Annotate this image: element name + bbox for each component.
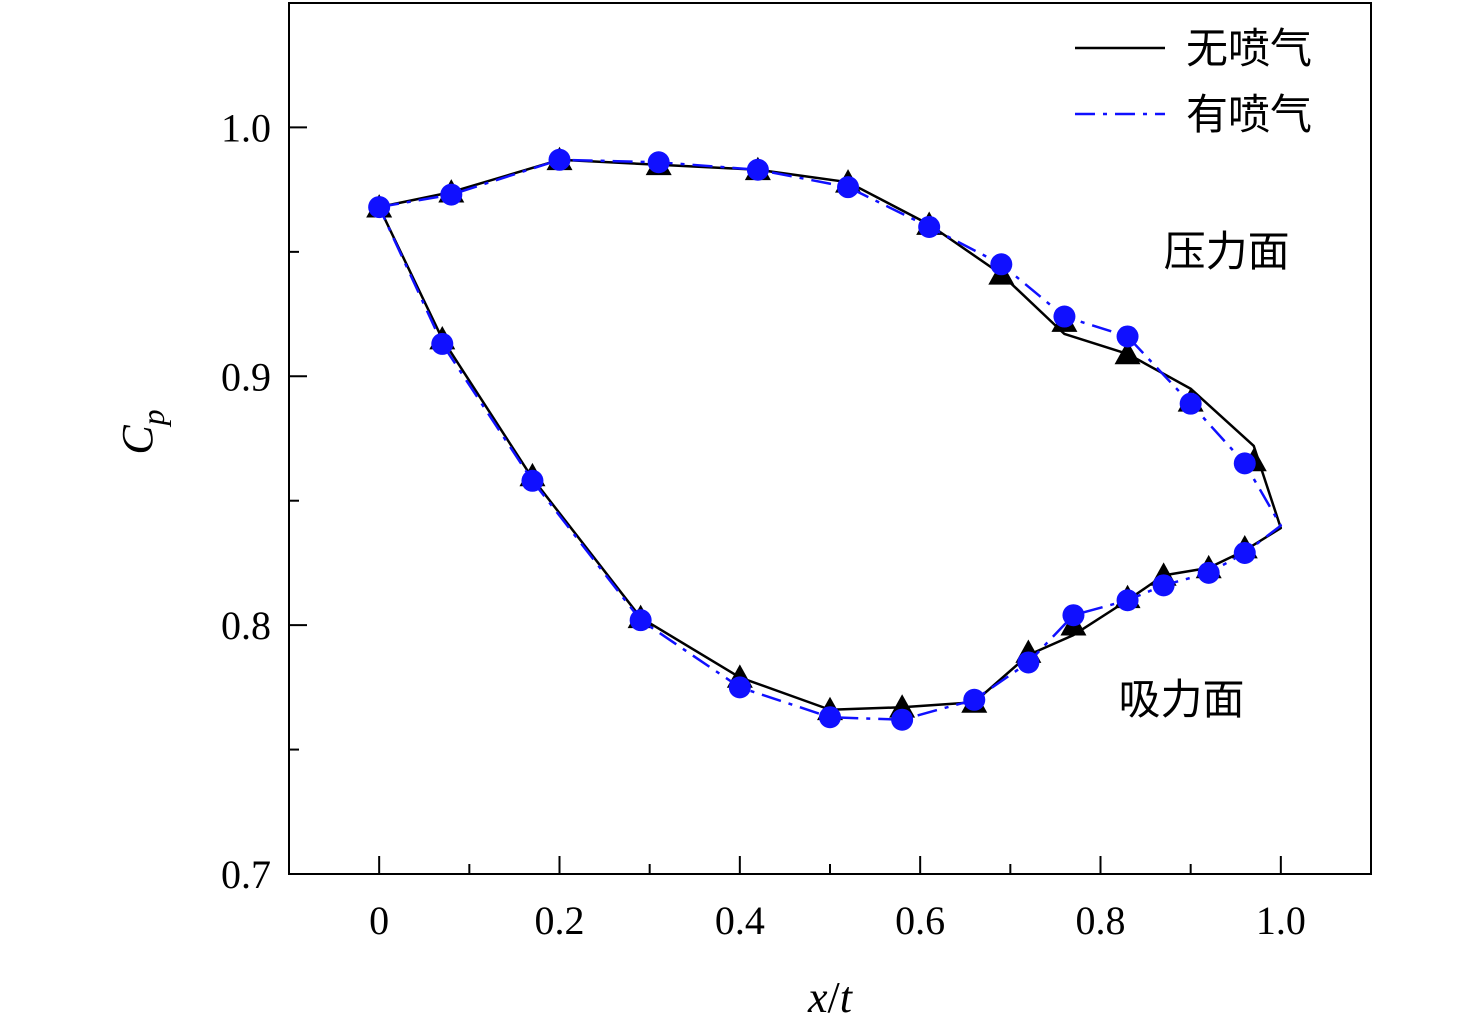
y-tick-label: 1.0 [221, 105, 271, 150]
legend-label: 无喷气 [1186, 24, 1312, 73]
circle-marker [891, 708, 914, 731]
y-tick-label: 0.9 [221, 354, 271, 399]
circle-marker [521, 469, 544, 492]
circle-marker [1152, 574, 1175, 597]
x-tick-label: 0 [369, 898, 389, 943]
axis-tick-labels: 0 0.2 0.4 0.6 0.8 1.0 0.7 0.8 0.9 1.0 [221, 105, 1306, 943]
circle-marker [728, 676, 751, 699]
legend-label: 有喷气 [1186, 90, 1312, 139]
y-axis-title: Cp [113, 409, 171, 454]
series-2 [368, 148, 1283, 731]
circle-marker [1179, 392, 1202, 415]
circle-marker [963, 688, 986, 711]
circle-marker [629, 609, 652, 632]
y-tick-label: 0.8 [221, 603, 271, 648]
circle-marker [1053, 305, 1076, 328]
circle-marker [1116, 589, 1139, 612]
circle-marker [1017, 651, 1040, 674]
circle-marker [1233, 452, 1256, 475]
axis-ticks [288, 126, 1372, 875]
circle-marker [990, 253, 1013, 276]
circle-marker [819, 706, 841, 729]
circle-marker [1197, 561, 1220, 584]
x-axis-title: x/t [807, 973, 854, 1022]
circle-marker [647, 151, 670, 174]
circle-marker [431, 332, 454, 355]
circle-marker [1062, 604, 1085, 627]
series-layer [366, 146, 1283, 731]
circle-marker [1233, 541, 1256, 564]
x-tick-label: 1.0 [1256, 898, 1306, 943]
circle-marker [746, 158, 769, 181]
circle-marker [440, 183, 463, 206]
circle-marker [1116, 325, 1139, 348]
x-tick-label: 0.6 [895, 898, 945, 943]
annotation-label: 压力面 [1164, 227, 1290, 276]
circle-marker [368, 196, 391, 219]
circle-marker [548, 148, 571, 171]
x-tick-label: 0.8 [1076, 898, 1126, 943]
y-tick-label: 0.7 [221, 852, 271, 897]
series-line [378, 158, 1283, 721]
x-tick-label: 0.2 [535, 898, 585, 943]
circle-marker [918, 215, 941, 238]
series-1 [366, 146, 1283, 721]
x-tick-label: 0.4 [715, 898, 765, 943]
circle-marker [837, 176, 860, 199]
annotation-label: 吸力面 [1119, 675, 1245, 724]
triangle-marker [1114, 340, 1141, 365]
series-line [378, 158, 1283, 712]
